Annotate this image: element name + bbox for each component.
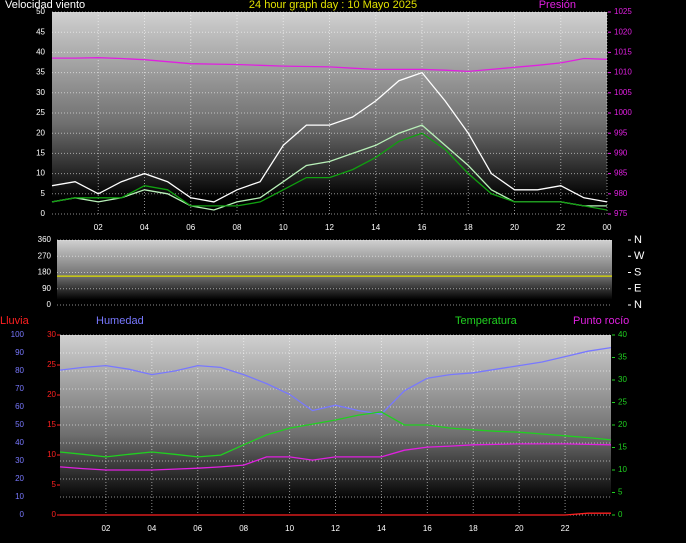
y-tick-label: 20 [36, 128, 45, 137]
y2-tick-label: W [634, 250, 645, 262]
x-tick-label: 14 [371, 223, 380, 232]
y-tick-label: 80 [15, 366, 24, 375]
y-tick-label: 15 [36, 149, 45, 158]
y-tick-label: 0 [47, 300, 52, 309]
y2-tick-label: 1025 [614, 7, 632, 16]
series-line [52, 57, 608, 73]
y-tick-label: 50 [36, 7, 45, 16]
y2-tick-label: 1010 [614, 68, 632, 77]
x-tick-label: 00 [603, 223, 612, 232]
y2-tick-label: 20 [618, 420, 627, 429]
x-tick-label: 08 [239, 524, 248, 533]
y3-tick-label: 30 [47, 330, 56, 339]
y2-tick-label: 40 [618, 330, 627, 339]
y3-tick-label: 15 [47, 420, 56, 429]
x-tick-label: 14 [377, 524, 386, 533]
x-tick-label: 06 [193, 524, 202, 533]
y-axis-title: Velocidad viento [5, 0, 85, 11]
x-tick-label: 08 [233, 223, 242, 232]
y-tick-label: 90 [15, 348, 24, 357]
y-tick-label: 5 [41, 189, 46, 198]
y-tick-label: 180 [38, 268, 52, 277]
y2-tick-label: 985 [614, 169, 628, 178]
y2-tick-label: 995 [614, 128, 628, 137]
y-tick-label: 70 [15, 384, 24, 393]
series-name: Temperatura [455, 315, 518, 327]
series-name: Humedad [96, 315, 144, 327]
series-name: Punto rocío [573, 315, 629, 327]
y2-axis-title: Presión [539, 0, 576, 11]
series-line [51, 132, 608, 211]
x-tick-label: 16 [418, 223, 427, 232]
x-tick-label: 02 [101, 524, 110, 533]
y2-tick-label: 15 [618, 443, 627, 452]
y-tick-label: 30 [36, 88, 45, 97]
y2-tick-label: 30 [618, 375, 627, 384]
y2-tick-label: 1015 [614, 48, 632, 57]
y2-tick-label: N [634, 299, 642, 311]
x-tick-label: 22 [561, 524, 570, 533]
x-tick-label: 10 [285, 524, 294, 533]
y2-tick-label: 25 [618, 398, 627, 407]
y2-tick-label: N [634, 234, 642, 246]
y3-tick-label: 0 [52, 510, 57, 519]
y-tick-label: 100 [11, 330, 25, 339]
y2-tick-label: 975 [614, 209, 628, 218]
x-tick-label: 04 [147, 524, 156, 533]
y2-tick-label: 990 [614, 149, 628, 158]
y-tick-label: 30 [15, 456, 24, 465]
x-tick-label: 10 [279, 223, 288, 232]
y-tick-label: 10 [15, 492, 24, 501]
y-tick-label: 35 [36, 68, 45, 77]
x-tick-label: 20 [510, 223, 519, 232]
y-tick-label: 90 [42, 284, 51, 293]
y-tick-label: 0 [41, 209, 46, 218]
series-line [59, 346, 612, 415]
y2-tick-label: 5 [618, 488, 623, 497]
x-tick-label: 12 [325, 223, 334, 232]
series-line [59, 443, 612, 471]
chart-title: 24 hour graph day : 10 Mayo 2025 [249, 0, 417, 11]
y3-tick-label: 5 [52, 480, 57, 489]
y3-tick-label: 20 [47, 390, 56, 399]
y2-tick-label: S [634, 266, 641, 278]
y2-tick-label: 10 [618, 465, 627, 474]
x-tick-label: 06 [186, 223, 195, 232]
series-line [59, 411, 612, 458]
x-tick-label: 22 [556, 223, 565, 232]
x-tick-label: 18 [469, 524, 478, 533]
y-tick-label: 270 [38, 251, 52, 260]
y-tick-label: 10 [36, 169, 45, 178]
y-tick-label: 40 [15, 438, 24, 447]
y2-tick-label: 1005 [614, 88, 632, 97]
x-tick-label: 18 [464, 223, 473, 232]
series-name: Lluvia [0, 315, 30, 327]
x-tick-label: 02 [94, 223, 103, 232]
y-tick-label: 20 [15, 474, 24, 483]
y-tick-label: 25 [36, 108, 45, 117]
y3-tick-label: 25 [47, 360, 56, 369]
y-tick-label: 45 [36, 27, 45, 36]
y3-tick-label: 10 [47, 450, 56, 459]
series-line [60, 512, 611, 516]
y-tick-label: 40 [36, 48, 45, 57]
y-tick-label: 0 [20, 510, 25, 519]
y2-tick-label: 980 [614, 189, 628, 198]
y-tick-label: 360 [38, 235, 52, 244]
x-tick-label: 20 [515, 524, 524, 533]
y2-tick-label: 35 [618, 353, 627, 362]
y2-tick-label: 1000 [614, 108, 632, 117]
y2-tick-label: 0 [618, 510, 623, 519]
y-tick-label: 50 [15, 420, 24, 429]
x-tick-label: 04 [140, 223, 149, 232]
x-tick-label: 16 [423, 524, 432, 533]
x-tick-label: 12 [331, 524, 340, 533]
y-tick-label: 60 [15, 402, 24, 411]
y2-tick-label: E [634, 283, 641, 295]
series-line [51, 71, 608, 203]
y2-tick-label: 1020 [614, 27, 632, 36]
